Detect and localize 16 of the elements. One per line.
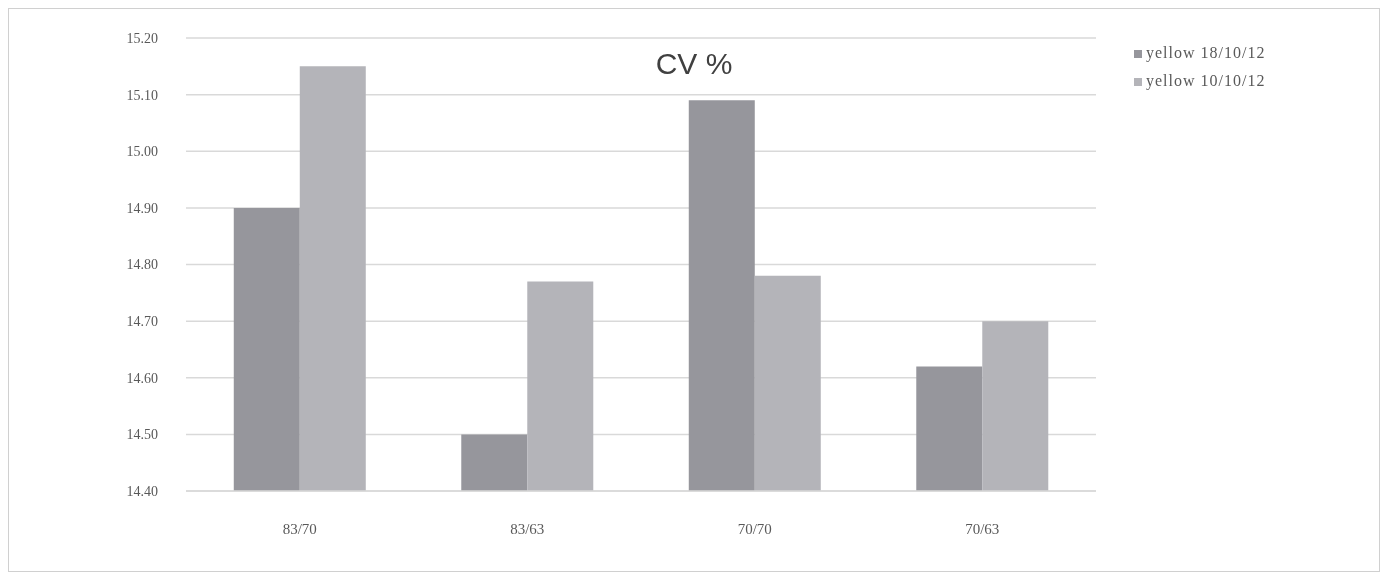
- y-tick-label: 14.80: [126, 257, 158, 273]
- y-tick-label: 15.20: [126, 30, 158, 46]
- y-tick-label: 15.10: [126, 87, 158, 103]
- y-tick-label: 14.60: [126, 370, 158, 386]
- x-tick-label: 83/63: [510, 520, 545, 537]
- x-tick-label: 70/63: [965, 520, 1000, 537]
- y-tick-label: 14.40: [126, 483, 158, 499]
- chart-title: CV %: [655, 47, 733, 80]
- legend-label: yellow 10/10/12: [1146, 72, 1266, 89]
- x-tick-label: 83/70: [282, 520, 317, 537]
- legend-label: yellow 18/10/12: [1146, 44, 1266, 61]
- y-tick-label: 14.50: [126, 427, 158, 443]
- y-tick-label: 15.00: [126, 144, 158, 160]
- x-tick-label: 70/70: [737, 520, 772, 537]
- y-tick-label: 14.90: [126, 200, 158, 216]
- y-tick-label: 14.70: [126, 314, 158, 330]
